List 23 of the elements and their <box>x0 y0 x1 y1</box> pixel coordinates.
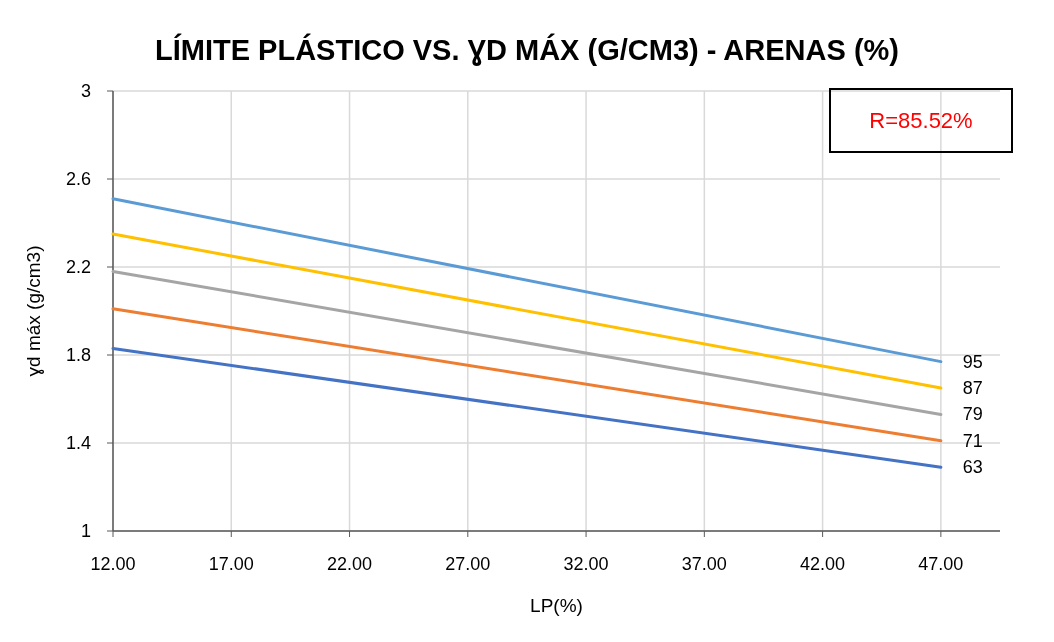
series-label: 79 <box>962 404 983 425</box>
x-axis-title: LP(%) <box>530 595 583 616</box>
y-tick-label: 1 <box>80 521 91 541</box>
annotation: R=85.52% <box>869 108 973 133</box>
series-label: 71 <box>962 430 983 451</box>
x-tick-label: 27.00 <box>445 554 491 574</box>
x-tick-label: 42.00 <box>800 554 846 574</box>
x-tick-label: 32.00 <box>563 554 609 574</box>
y-tick-label: 3 <box>80 81 91 101</box>
y-tick-label: 1.8 <box>65 345 91 365</box>
x-tick-label: 12.00 <box>90 554 136 574</box>
x-tick-label: 22.00 <box>327 554 373 574</box>
y-tick-label: 2.6 <box>65 169 91 189</box>
series-label: 95 <box>962 351 983 372</box>
x-tick-label: 17.00 <box>208 554 254 574</box>
series-label: 87 <box>962 378 983 398</box>
x-tick-label: 37.00 <box>681 554 727 574</box>
y-tick-label: 2.2 <box>65 257 91 277</box>
y-tick-label: 1.4 <box>65 433 91 453</box>
series-label: 63 <box>962 457 983 478</box>
x-tick-label: 47.00 <box>918 554 964 574</box>
y-axis-title: ɣd máx (g/cm3) <box>23 245 44 377</box>
chart-title: LÍMITE PLÁSTICO VS. ƔD MÁX (G/CM3) - ARENAS (%) <box>154 33 900 66</box>
